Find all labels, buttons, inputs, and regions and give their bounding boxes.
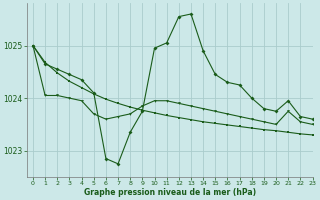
X-axis label: Graphe pression niveau de la mer (hPa): Graphe pression niveau de la mer (hPa) <box>84 188 256 197</box>
